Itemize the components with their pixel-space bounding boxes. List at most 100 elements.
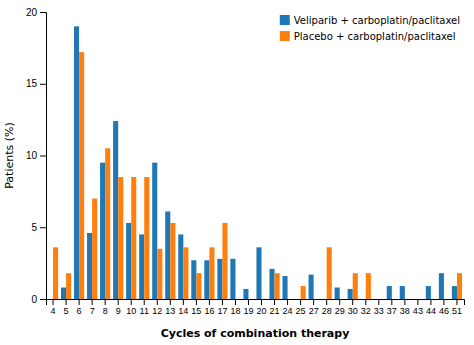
x-tick: 18 (230, 299, 240, 316)
x-tick-mark (391, 299, 392, 305)
bar (118, 177, 123, 299)
x-tick-label: 13 (165, 306, 175, 316)
x-tick: 15 (191, 299, 201, 316)
x-tick-mark (417, 299, 418, 305)
x-tick-mark (66, 299, 67, 305)
x-tick: 9 (116, 299, 121, 316)
bar (74, 26, 79, 299)
x-tick-label: 51 (452, 306, 462, 316)
x-tick-label: 15 (191, 306, 201, 316)
y-tick: 15 (26, 78, 46, 89)
y-axis: 0 5 10 15 20 (26, 7, 47, 305)
bar (217, 259, 222, 299)
y-axis-title: Patients (%) (3, 122, 16, 189)
x-tick: 11 (140, 299, 149, 316)
bar (196, 273, 201, 299)
bar (452, 286, 457, 299)
y-tick: 0 (31, 294, 46, 305)
bar (262, 299, 267, 300)
x-tick-label: 20 (257, 306, 267, 316)
x-tick: 43 (413, 299, 423, 316)
x-tick-mark (313, 299, 314, 305)
legend-swatch (280, 31, 290, 41)
bar (426, 286, 431, 299)
x-tick-mark (287, 299, 288, 305)
x-tick: 13 (165, 299, 175, 316)
bar (366, 273, 371, 299)
x-tick-mark (274, 299, 275, 305)
y-tick-label: 15 (26, 78, 38, 89)
x-tick: 21 (270, 299, 280, 316)
bar (230, 259, 235, 299)
bar (387, 286, 392, 299)
x-tick-mark (235, 299, 236, 305)
x-tick-mark (352, 299, 353, 305)
bar (322, 299, 327, 300)
y-tick-mark (40, 299, 46, 300)
bar (309, 275, 314, 299)
x-tick-mark (79, 299, 80, 305)
bar (413, 299, 418, 300)
bar (418, 299, 423, 300)
x-tick-mark (248, 299, 249, 305)
bar (296, 299, 301, 300)
x-tick-label: 24 (283, 306, 293, 316)
x-tick: 10 (126, 299, 136, 316)
bar (209, 247, 214, 299)
y-tick: 5 (31, 222, 46, 233)
bar (126, 223, 131, 299)
bar (431, 299, 436, 300)
y-tick: 10 (26, 150, 46, 161)
x-tick-label: 12 (152, 306, 162, 316)
x-tick-label: 4 (51, 306, 56, 316)
x-tick-label: 29 (335, 306, 345, 316)
y-tick: 20 (26, 7, 46, 18)
x-tick-mark (365, 299, 366, 305)
x-tick-mark (105, 299, 106, 305)
bar (48, 299, 53, 300)
bar (288, 299, 293, 300)
x-tick-mark (404, 299, 405, 305)
legend-item: Placebo + carboplatin/paclitaxel (280, 31, 456, 42)
x-tick-label: 21 (270, 306, 280, 316)
bar (92, 199, 97, 299)
x-tick: 28 (322, 299, 332, 316)
bar (183, 247, 188, 299)
x-tick-mark (209, 299, 210, 305)
x-tick: 12 (152, 299, 162, 316)
x-tick-mark (443, 299, 444, 305)
x-tick-mark (300, 299, 301, 305)
x-tick: 33 (374, 299, 384, 316)
x-tick-mark (53, 299, 54, 305)
x-tick-mark (378, 299, 379, 305)
x-tick: 32 (361, 299, 371, 316)
x-tick: 6 (77, 299, 82, 316)
y-tick-mark (40, 12, 46, 13)
x-tick: 46 (439, 299, 449, 316)
x-tick: 27 (309, 299, 319, 316)
x-tick-mark (157, 299, 158, 305)
x-tick: 4 (51, 299, 56, 316)
x-tick-mark (118, 299, 119, 305)
bar (170, 223, 175, 299)
x-tick-label: 32 (361, 306, 371, 316)
x-tick: 44 (426, 299, 436, 316)
x-tick: 38 (400, 299, 410, 316)
y-tick-mark (40, 84, 46, 85)
bar (79, 52, 84, 299)
x-tick-label: 38 (400, 306, 410, 316)
x-tick-mark (183, 299, 184, 305)
bar (327, 247, 332, 299)
x-tick: 24 (283, 299, 293, 316)
y-tick-label: 0 (31, 294, 37, 305)
x-tick-label: 6 (77, 306, 82, 316)
bar (53, 247, 58, 299)
x-tick: 20 (257, 299, 267, 316)
plot: 4567891011121314151617181920212425272829… (26, 7, 465, 317)
legend-label: Veliparib + carboplatin/paclitaxel (294, 15, 460, 26)
y-tick-mark (40, 156, 46, 157)
x-tick-label: 10 (126, 306, 136, 316)
legend: Veliparib + carboplatin/paclitaxel Placeb… (280, 15, 460, 42)
y-tick-label: 20 (26, 7, 38, 18)
x-tick-label: 28 (322, 306, 332, 316)
